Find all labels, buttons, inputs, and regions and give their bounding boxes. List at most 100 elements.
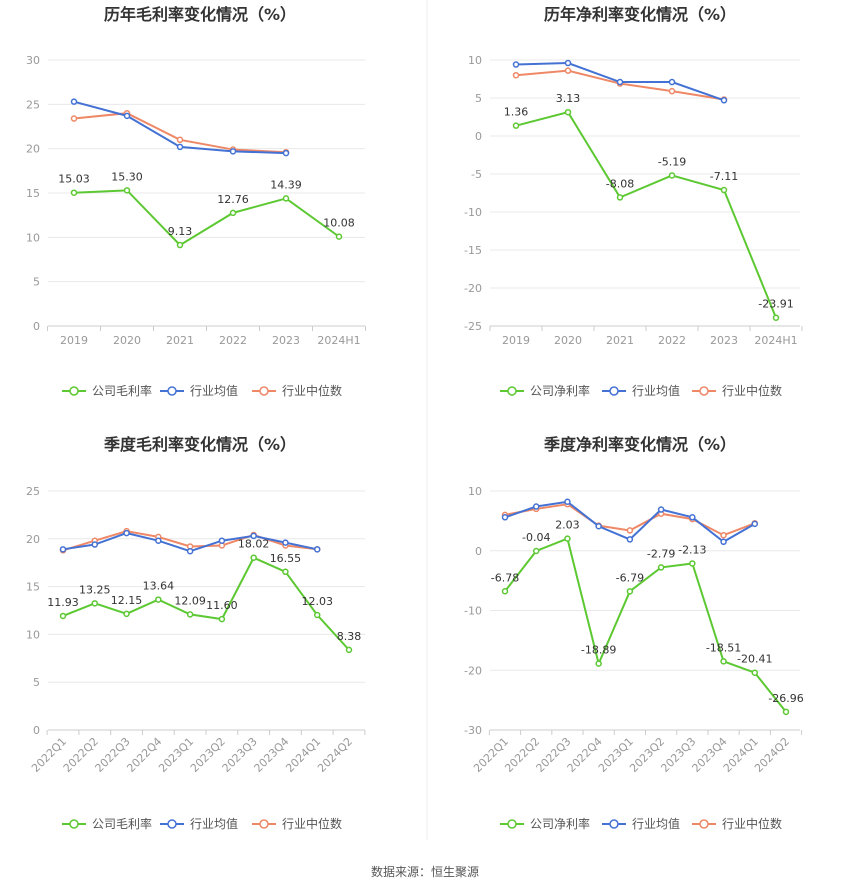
data-point-company: [91, 600, 99, 607]
data-point-industry-avg: [689, 514, 696, 521]
data-point-company: [689, 560, 696, 567]
legend-item-company[interactable]: 公司净利率: [500, 816, 590, 831]
data-point-industry-avg: [626, 536, 634, 543]
y-tick-label: 0: [33, 724, 40, 737]
data-label: -8.08: [606, 177, 634, 190]
data-point-industry-median: [176, 136, 184, 144]
legend-label: 公司净利率: [530, 383, 590, 398]
y-tick-label: 10: [468, 485, 482, 498]
data-point-industry-avg: [176, 143, 184, 151]
y-tick-label: 30: [26, 54, 40, 67]
legend-swatch-marker: [609, 386, 619, 396]
legend-item-company[interactable]: 公司毛利率: [62, 816, 152, 831]
data-point-industry-avg: [616, 78, 624, 86]
data-point-industry-median: [564, 67, 572, 74]
legend-label: 行业中位数: [282, 816, 342, 831]
y-tick-label: -25: [464, 320, 482, 333]
chart-title: 历年净利率变化情况（%）: [544, 5, 736, 24]
legend-label: 公司毛利率: [92, 816, 152, 831]
data-point-company: [313, 611, 321, 619]
legend-label: 行业均值: [632, 383, 680, 398]
legend-swatch-marker: [507, 819, 517, 829]
data-point-industry-avg: [532, 503, 540, 510]
series-line-company: [62, 556, 350, 651]
data-label: -6.79: [616, 571, 644, 584]
x-tick-label: 2024Q2: [315, 735, 355, 775]
legend-item-industry-avg[interactable]: 行业均值: [160, 383, 238, 398]
data-point-industry-avg: [218, 537, 226, 544]
y-tick-label: -20: [464, 282, 482, 295]
legend-swatch-marker: [609, 819, 619, 829]
data-label: 14.39: [270, 178, 302, 191]
data-label: 8.38: [337, 630, 362, 643]
legend-item-industry-avg[interactable]: 行业均值: [160, 816, 238, 831]
data-point-company: [335, 233, 343, 240]
legend-swatch-marker: [259, 819, 269, 829]
annual-net-margin-chart: 历年净利率变化情况（%） -25 -20 -15 -10 -5 0 5 10 2019 2020 20…: [464, 5, 803, 398]
legend-item-industry-median[interactable]: 行业中位数: [692, 383, 782, 398]
data-point-company: [720, 186, 728, 194]
data-point-company: [186, 611, 194, 618]
data-label: 10.08: [323, 217, 355, 230]
data-point-industry-avg: [720, 97, 728, 104]
data-label: 13.25: [79, 583, 111, 596]
series-line-company: [73, 189, 340, 247]
data-label: 12.76: [217, 193, 249, 206]
legend-swatch-marker: [699, 386, 709, 396]
legend-item-industry-median[interactable]: 行业中位数: [252, 816, 342, 831]
y-tick-label: -20: [464, 664, 482, 677]
data-point-industry-avg: [313, 546, 321, 553]
data-point-industry-avg: [657, 506, 665, 513]
data-point-industry-avg: [123, 112, 131, 120]
data-point-company: [501, 588, 509, 595]
legend-label: 行业均值: [632, 816, 680, 831]
data-point-industry-median: [626, 527, 634, 534]
y-tick-label: 5: [33, 276, 40, 289]
y-tick-label: 0: [33, 320, 40, 333]
data-point-company: [70, 189, 78, 196]
data-point-company: [564, 108, 572, 116]
data-source-note: 数据来源：恒生聚源: [371, 864, 479, 879]
x-tick-label: 2022: [658, 334, 686, 347]
y-tick-label: -10: [464, 206, 482, 219]
legend-swatch-marker: [69, 819, 79, 829]
y-tick-label: 5: [475, 92, 482, 105]
data-point-industry-avg: [123, 529, 130, 537]
data-label: 12.15: [111, 594, 143, 607]
data-label: 3.13: [556, 92, 581, 105]
data-point-company: [564, 535, 571, 542]
x-tick-label: 2024Q2: [752, 735, 792, 775]
data-point-company: [751, 669, 759, 676]
data-point-company: [176, 241, 184, 249]
x-tick-label: 2020: [554, 334, 582, 347]
data-point-industry-avg: [91, 541, 99, 548]
data-label: -5.19: [658, 155, 686, 168]
legend-item-company[interactable]: 公司毛利率: [62, 383, 152, 398]
data-label: -2.79: [647, 547, 675, 560]
data-point-industry-avg: [155, 537, 162, 544]
x-tick-label: 2020: [113, 334, 141, 347]
data-label: -23.91: [758, 298, 793, 311]
data-point-company: [123, 610, 130, 618]
legend-item-industry-avg[interactable]: 行业均值: [602, 383, 680, 398]
quarterly-gross-margin-chart: 季度毛利率变化情况（%）05101520252022Q12022Q22022Q3…: [26, 435, 366, 831]
x-tick-label: 2024H1: [754, 334, 797, 347]
legend-label: 行业中位数: [722, 816, 782, 831]
data-point-industry-avg: [512, 61, 520, 68]
legend-item-company[interactable]: 公司净利率: [500, 383, 590, 398]
data-point-company: [668, 172, 676, 179]
data-point-industry-median: [512, 71, 520, 79]
legend-item-industry-avg[interactable]: 行业均值: [602, 816, 680, 831]
legend-item-industry-median[interactable]: 行业中位数: [252, 383, 342, 398]
x-tick-label: 2024H1: [317, 334, 360, 347]
data-point-industry-avg: [229, 148, 237, 155]
legend-item-industry-median[interactable]: 行业中位数: [692, 816, 782, 831]
series-line-company: [515, 111, 777, 319]
data-label: -7.11: [710, 170, 738, 183]
legend-swatch-marker: [167, 819, 177, 829]
chart-title: 季度净利率变化情况（%）: [543, 435, 736, 454]
data-label: 15.03: [58, 173, 90, 186]
x-tick-label: 2023: [710, 334, 738, 347]
annual-gross-margin-chart: 历年毛利率变化情况（%） 0 5 10 15 20 25 30 2019 2020 2021 2022…: [26, 5, 366, 398]
data-point-company: [532, 547, 540, 555]
